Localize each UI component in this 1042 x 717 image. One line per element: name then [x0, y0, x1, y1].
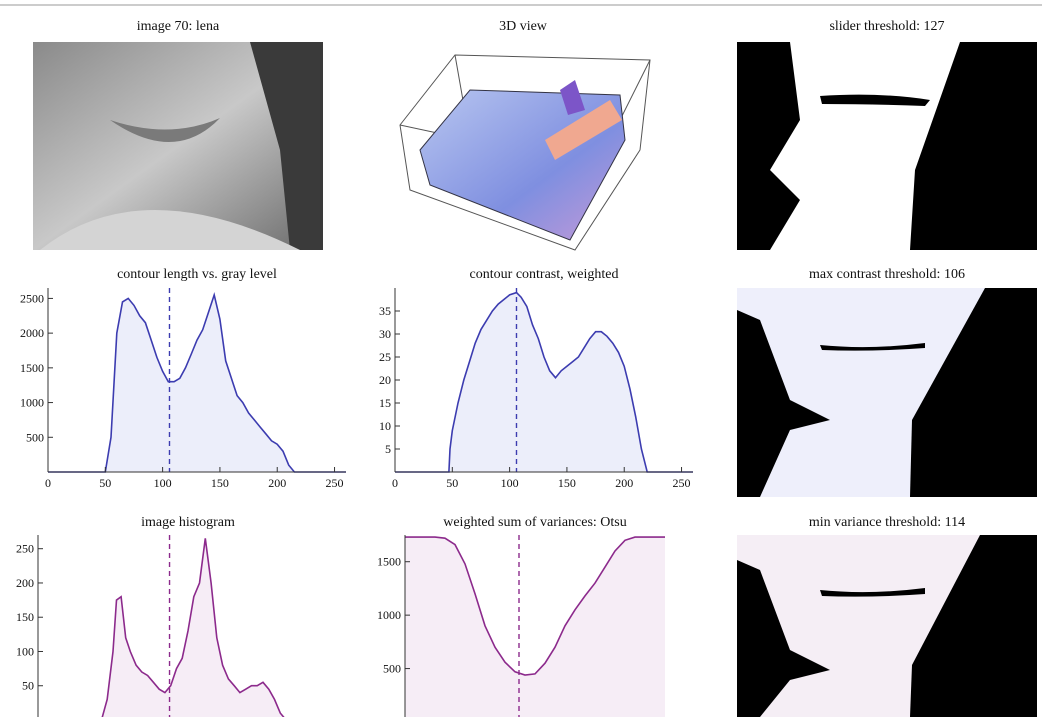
panel-title: max contrast threshold: 106	[809, 267, 965, 282]
y-tick-label: 500	[383, 662, 401, 676]
panel-title: min variance threshold: 114	[809, 515, 965, 530]
y-tick-label: 15	[379, 396, 391, 410]
chart: contour length vs. gray level50010001500…	[20, 267, 346, 490]
x-tick-label: 50	[446, 476, 458, 490]
chart-title: weighted sum of variances: Otsu	[443, 515, 627, 530]
curve	[395, 291, 693, 473]
x-tick-label: 100	[501, 476, 519, 490]
y-tick-label: 50	[22, 679, 34, 693]
area	[102, 538, 284, 717]
min-variance-image	[737, 535, 1037, 717]
x-tick-label: 0	[392, 476, 398, 490]
y-tick-label: 35	[379, 304, 391, 318]
y-tick-label: 100	[16, 644, 34, 658]
x-tick-label: 200	[615, 476, 633, 490]
y-tick-label: 2000	[20, 326, 44, 340]
chart-title: contour length vs. gray level	[117, 267, 277, 282]
y-tick-label: 20	[379, 373, 391, 387]
chart: image histogram 50 100 150 200 250	[16, 515, 285, 717]
x-tick-label: 250	[326, 476, 344, 490]
x-tick-label: 250	[673, 476, 691, 490]
y-tick-label: 150	[16, 610, 34, 624]
x-tick-label: 150	[211, 476, 229, 490]
y-tick-label: 500	[26, 430, 44, 444]
3d-view	[399, 54, 651, 251]
y-tick-label: 1000	[377, 608, 401, 622]
lena-image	[33, 42, 323, 250]
x-tick-label: 100	[154, 476, 172, 490]
curve	[101, 538, 285, 717]
curve	[48, 291, 346, 473]
y-tick-label: 200	[16, 576, 34, 590]
y-tick-label: 5	[385, 442, 391, 456]
y-tick-label: 2500	[20, 291, 44, 305]
curve	[405, 536, 665, 676]
y-tick-label: 30	[379, 327, 391, 341]
panel-title: 3D view	[499, 19, 548, 34]
x-tick-label: 150	[558, 476, 576, 490]
slider-threshold-image	[737, 42, 1037, 250]
y-tick-label: 1000	[20, 396, 44, 410]
y-tick-label: 1500	[20, 361, 44, 375]
chart-title: image histogram	[141, 515, 235, 530]
panel-title: image 70: lena	[137, 19, 220, 34]
y-tick-label: 1500	[377, 555, 401, 569]
area	[395, 292, 693, 472]
x-tick-label: 200	[268, 476, 286, 490]
max-contrast-image	[737, 288, 1037, 497]
y-tick-label: 250	[16, 542, 34, 556]
x-tick-label: 50	[99, 476, 111, 490]
y-tick-label: 25	[379, 350, 391, 364]
y-tick-label: 10	[379, 419, 391, 433]
chart: contour contrast, weighted 5 10 15 20 25 30 35 0…	[379, 267, 693, 490]
chart: weighted sum of variances: Otsu 500 1000 15…	[377, 515, 665, 717]
area	[405, 537, 665, 717]
x-tick-label: 0	[45, 476, 51, 490]
area	[48, 294, 346, 472]
chart-title: contour contrast, weighted	[470, 267, 619, 282]
panel-title: slider threshold: 127	[829, 19, 944, 34]
